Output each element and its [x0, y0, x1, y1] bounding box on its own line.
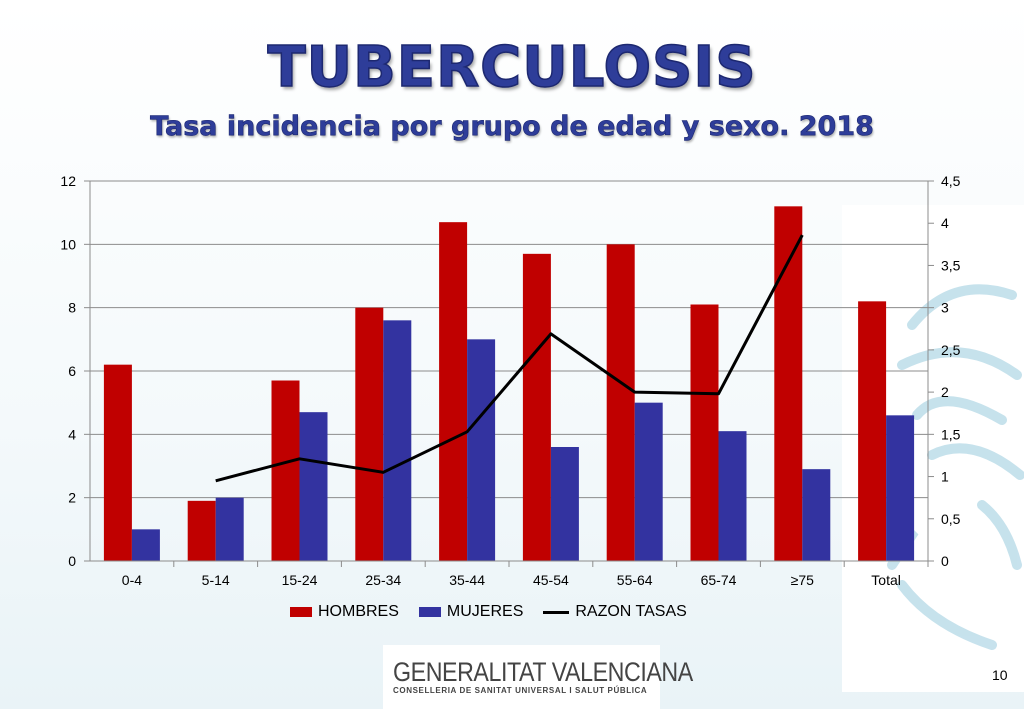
chart-area: 0 2 4 6 8 10 12 0 0,5 1 1,5 2 2,5 3 3,5 4 4,5 0-4 5-14 15-2… — [60, 173, 961, 588]
bar-hombres — [271, 380, 300, 561]
y2-tick-label: 0 — [941, 553, 949, 569]
y-tick-label: 10 — [60, 236, 76, 252]
legend-line-razon — [543, 610, 570, 614]
y-tick-label: 2 — [68, 490, 76, 506]
bar-hombres — [858, 301, 887, 561]
generalitat-logo: GENERALITAT VALENCIANA CONSELLERIA DE SA… — [383, 645, 693, 709]
slide-subtitle: Tasa incidencia por grupo de edad y sexo… — [150, 111, 874, 143]
y2-tick-label: 4,5 — [941, 173, 961, 189]
y-tick-label: 12 — [60, 173, 76, 189]
y2-tick-label: 3,5 — [941, 257, 961, 273]
y2-tick-label: 0,5 — [941, 511, 961, 527]
legend-label-mujeres: MUJERES — [446, 603, 524, 620]
legend-swatch-hombres — [290, 607, 312, 617]
y-tick-label: 4 — [68, 426, 76, 442]
x-tick-label: 15-24 — [282, 572, 318, 588]
bar-hombres — [355, 307, 384, 561]
x-tick-label: 0-4 — [122, 572, 142, 588]
bar-mujeres — [215, 497, 244, 561]
x-tick-label: 25-34 — [365, 572, 401, 588]
y2-tick-label: 2,5 — [941, 342, 961, 358]
y-tick-label: 0 — [68, 553, 76, 569]
legend-swatch-mujeres — [418, 607, 441, 617]
x-tick-label: 35-44 — [449, 572, 485, 588]
bar-mujeres — [718, 431, 747, 561]
chart-legend: HOMBRES MUJERES RAZON TASAS — [290, 601, 707, 623]
slide-title: TUBERCULOSIS — [267, 35, 757, 101]
bar-hombres — [690, 304, 719, 561]
bar-hombres — [606, 244, 635, 562]
y-tick-label: 6 — [68, 363, 76, 379]
logo-department: CONSELLERIA DE SANITAT UNIVERSAL I SALUT… — [393, 686, 648, 695]
y2-tick-label: 3 — [941, 300, 949, 316]
coat-of-arms-watermark-icon — [877, 284, 1024, 650]
bar-mujeres — [383, 320, 412, 561]
bar-hombres — [187, 500, 216, 561]
logo-name: GENERALITAT VALENCIANA — [393, 657, 693, 687]
x-tick-label: 5-14 — [202, 572, 230, 588]
y2-tick-label: 1 — [941, 469, 949, 485]
legend-item-mujeres: MUJERES — [418, 603, 524, 621]
page-number: 10 — [992, 667, 1008, 683]
x-tick-label: 55-64 — [617, 572, 653, 588]
bar-mujeres — [550, 447, 579, 561]
legend-label-razon: RAZON TASAS — [575, 603, 687, 620]
x-tick-label: Total — [871, 572, 901, 588]
bar-mujeres — [299, 412, 328, 561]
y2-tick-label: 4 — [941, 215, 949, 231]
line-razon-tasas — [215, 234, 804, 483]
bar-hombres — [774, 206, 803, 562]
y2-tick-label: 1,5 — [941, 426, 961, 442]
y-tick-label: 8 — [68, 300, 76, 316]
x-tick-label: 45-54 — [533, 572, 569, 588]
legend-item-hombres: HOMBRES — [290, 603, 399, 621]
legend-item-razon: RAZON TASAS — [543, 603, 687, 621]
bar-hombres — [522, 253, 551, 562]
bar-hombres — [103, 364, 132, 561]
x-tick-label: 65-74 — [701, 572, 737, 588]
legend-label-hombres: HOMBRES — [318, 603, 399, 620]
bar-mujeres — [886, 415, 915, 561]
x-tick-label: ≥75 — [791, 572, 814, 588]
bar-mujeres — [131, 529, 160, 561]
bar-mujeres — [634, 402, 663, 561]
bar-mujeres — [467, 339, 496, 561]
bar-hombres — [439, 222, 468, 561]
y2-tick-label: 2 — [941, 384, 949, 400]
bar-mujeres — [802, 469, 831, 561]
